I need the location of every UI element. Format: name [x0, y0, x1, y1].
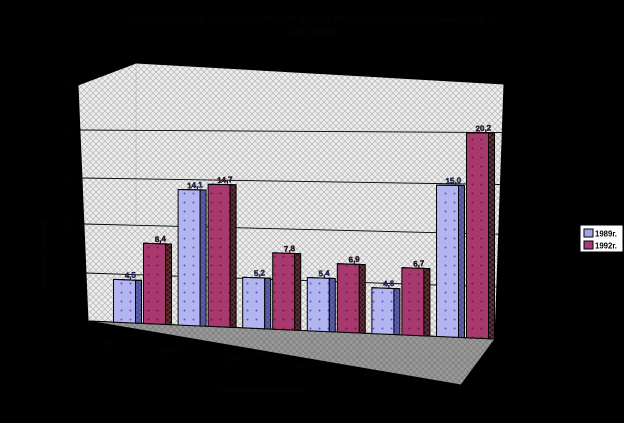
svg-text:6,9: 6,9: [348, 255, 360, 265]
svg-text:Кол-во обращений: Кол-во обращений: [40, 220, 49, 289]
svg-text:10: 10: [65, 220, 74, 229]
svg-text:1992г.: 1992г.: [595, 241, 617, 250]
svg-text:8,4: 8,4: [154, 234, 166, 244]
svg-text:15,0: 15,0: [445, 176, 462, 186]
svg-text:5,2: 5,2: [254, 268, 266, 278]
svg-text:5,4: 5,4: [318, 269, 330, 279]
svg-text:14,1: 14,1: [187, 180, 204, 190]
svg-text:15: 15: [65, 174, 74, 183]
svg-text:Рис. 23 Уровень подтверждаемос: Рис. 23 Уровень подтверждаемости жалоб. …: [130, 13, 493, 25]
svg-text:0: 0: [70, 317, 75, 326]
svg-text:Суд: Суд: [99, 337, 114, 349]
svg-text:1989г.: 1989г.: [595, 229, 617, 238]
svg-text:1992 годов: 1992 годов: [287, 27, 338, 38]
svg-text:7,8: 7,8: [284, 244, 296, 254]
svg-text:25: 25: [65, 81, 74, 90]
svg-text:6,7: 6,7: [413, 259, 425, 269]
svg-text:14,7: 14,7: [217, 175, 234, 185]
svg-text:Прокур.: Прокур.: [159, 343, 187, 357]
svg-text:20,2: 20,2: [475, 123, 492, 133]
svg-text:4,5: 4,5: [124, 270, 136, 280]
svg-text:4,6: 4,6: [383, 279, 395, 289]
svg-text:20: 20: [65, 126, 74, 135]
svg-text:5: 5: [70, 269, 75, 278]
svg-text:Наименование органов: Наименование органов: [217, 385, 304, 394]
